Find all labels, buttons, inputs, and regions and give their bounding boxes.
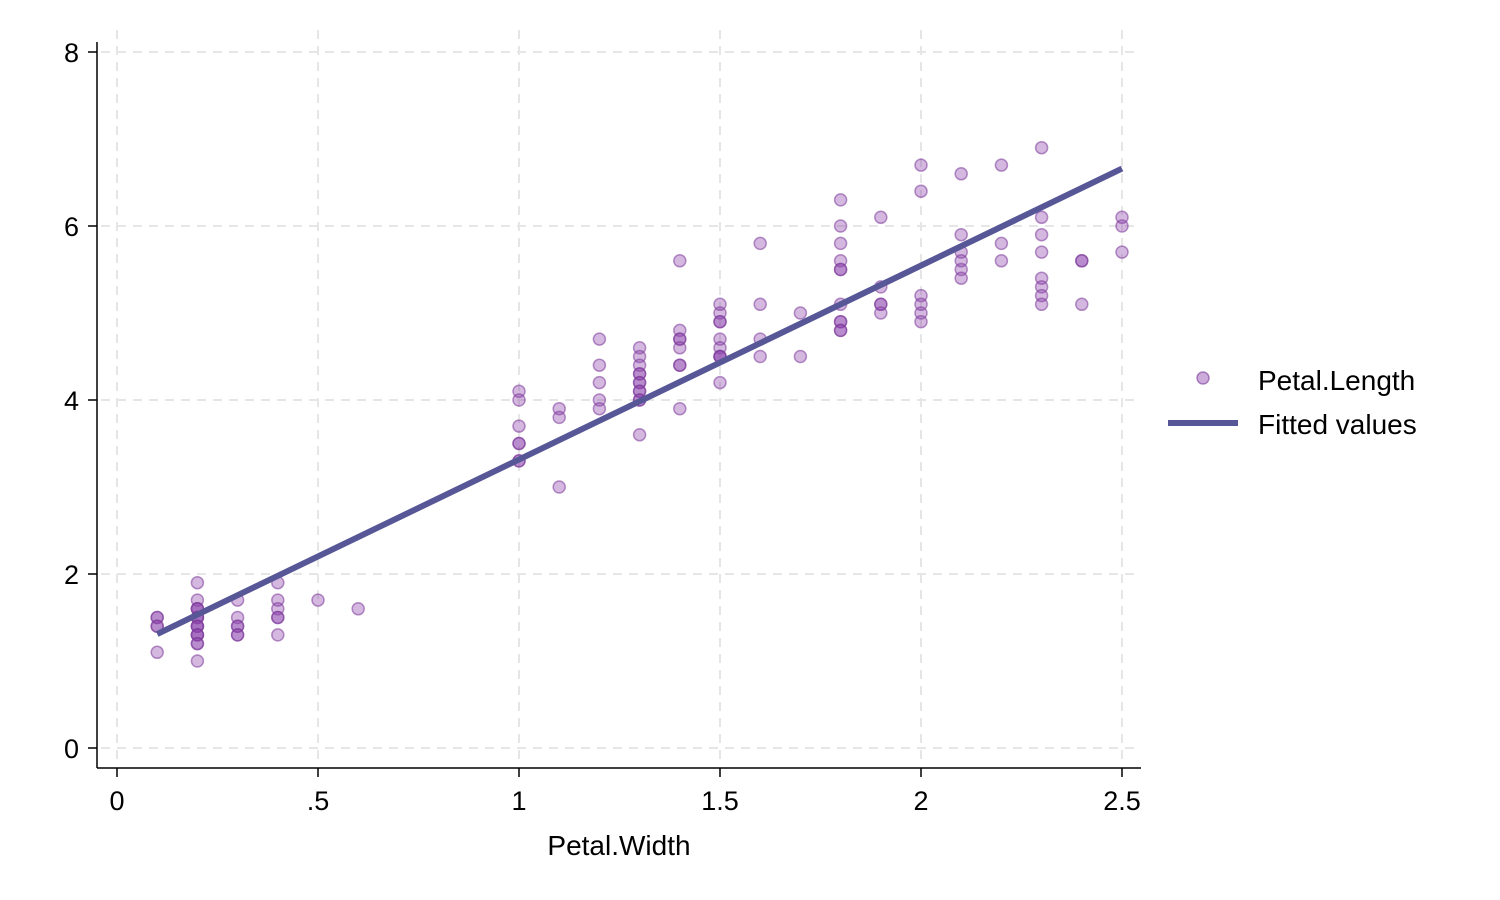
- scatter-point: [874, 210, 888, 225]
- legend-label-petal-length: Petal.Length: [1258, 365, 1415, 396]
- scatter-point: [190, 575, 205, 590]
- scatter-point: [673, 341, 687, 355]
- grid-lines: [101, 30, 1141, 764]
- scatter-point: [954, 167, 968, 181]
- scatter-point: [793, 306, 808, 320]
- scatter-point: [592, 375, 607, 390]
- scatter-point: [632, 428, 647, 442]
- x-tick-label-4: 2: [913, 786, 928, 816]
- scatter-point: [914, 158, 928, 172]
- scatter-point: [592, 358, 607, 372]
- axes: 0 .5 1 1.5 2 2.5 0 2 4 6 8: [64, 38, 1141, 816]
- scatter-point: [1034, 227, 1049, 242]
- scatter-point: [1075, 254, 1089, 268]
- scatter-point: [994, 236, 1009, 251]
- scatter-point: [150, 645, 164, 660]
- scatter-point: [1034, 245, 1049, 259]
- scatter-point: [874, 306, 888, 320]
- scatter-point: [1075, 297, 1089, 312]
- x-axis-title: Petal.Width: [547, 830, 690, 861]
- scatter-point: [271, 610, 285, 625]
- scatter-point: [552, 480, 566, 494]
- scatter-point: [954, 227, 968, 242]
- scatter-point: [1115, 245, 1129, 259]
- scatter-point: [914, 314, 928, 329]
- scatter-points: [150, 140, 1129, 668]
- scatter-point: [994, 254, 1009, 268]
- fitted-line: [155, 165, 1124, 637]
- scatter-point: [1034, 297, 1049, 312]
- scatter-point: [793, 349, 808, 364]
- scatter-point: [552, 410, 566, 425]
- x-tick-label-0: 0: [109, 786, 124, 816]
- scatter-point: [512, 419, 526, 433]
- scatter-point: [753, 297, 767, 312]
- y-tick-label-4: 8: [64, 38, 79, 68]
- scatter-point: [673, 254, 687, 268]
- scatter-point: [753, 349, 767, 364]
- legend-label-fitted-values: Fitted values: [1258, 409, 1417, 440]
- scatter-point: [833, 219, 848, 233]
- scatter-point: [592, 401, 607, 416]
- y-tick-label-1: 2: [64, 560, 79, 590]
- scatter-point: [673, 401, 687, 416]
- scatter-point: [230, 628, 245, 642]
- scatter-point: [914, 184, 928, 198]
- scatter-point: [512, 393, 526, 407]
- legend: Petal.Length Fitted values: [1168, 365, 1417, 440]
- scatter-point: [351, 602, 365, 616]
- scatter-point: [713, 375, 727, 390]
- legend-marker-petal-length: [1196, 371, 1210, 385]
- scatter-point: [1115, 219, 1129, 233]
- x-tick-label-3: 1.5: [701, 786, 739, 816]
- scatter-point: [713, 314, 727, 329]
- scatter-point: [833, 193, 848, 207]
- y-tick-label-0: 0: [64, 734, 79, 764]
- scatter-point: [512, 436, 526, 451]
- scatter-point: [592, 332, 607, 346]
- scatter-point: [190, 654, 205, 668]
- scatter-point: [833, 323, 848, 338]
- scatter-point: [190, 636, 205, 651]
- scatter-point: [1034, 210, 1049, 225]
- scatter-point: [673, 358, 687, 372]
- scatter-point: [271, 628, 285, 642]
- y-tick-label-3: 6: [64, 212, 79, 242]
- x-tick-label-1: .5: [307, 786, 330, 816]
- scatter-point: [753, 236, 767, 251]
- scatter-point: [954, 271, 968, 285]
- scatter-point: [833, 236, 848, 251]
- scatter-point: [1034, 140, 1049, 155]
- y-tick-label-2: 4: [64, 386, 79, 416]
- scatter-point: [311, 593, 325, 607]
- fitted-line-layer: [155, 165, 1124, 637]
- scatter-point: [833, 262, 848, 277]
- x-tick-label-2: 1: [511, 786, 526, 816]
- x-tick-label-5: 2.5: [1103, 786, 1141, 816]
- scatter-point: [994, 158, 1009, 172]
